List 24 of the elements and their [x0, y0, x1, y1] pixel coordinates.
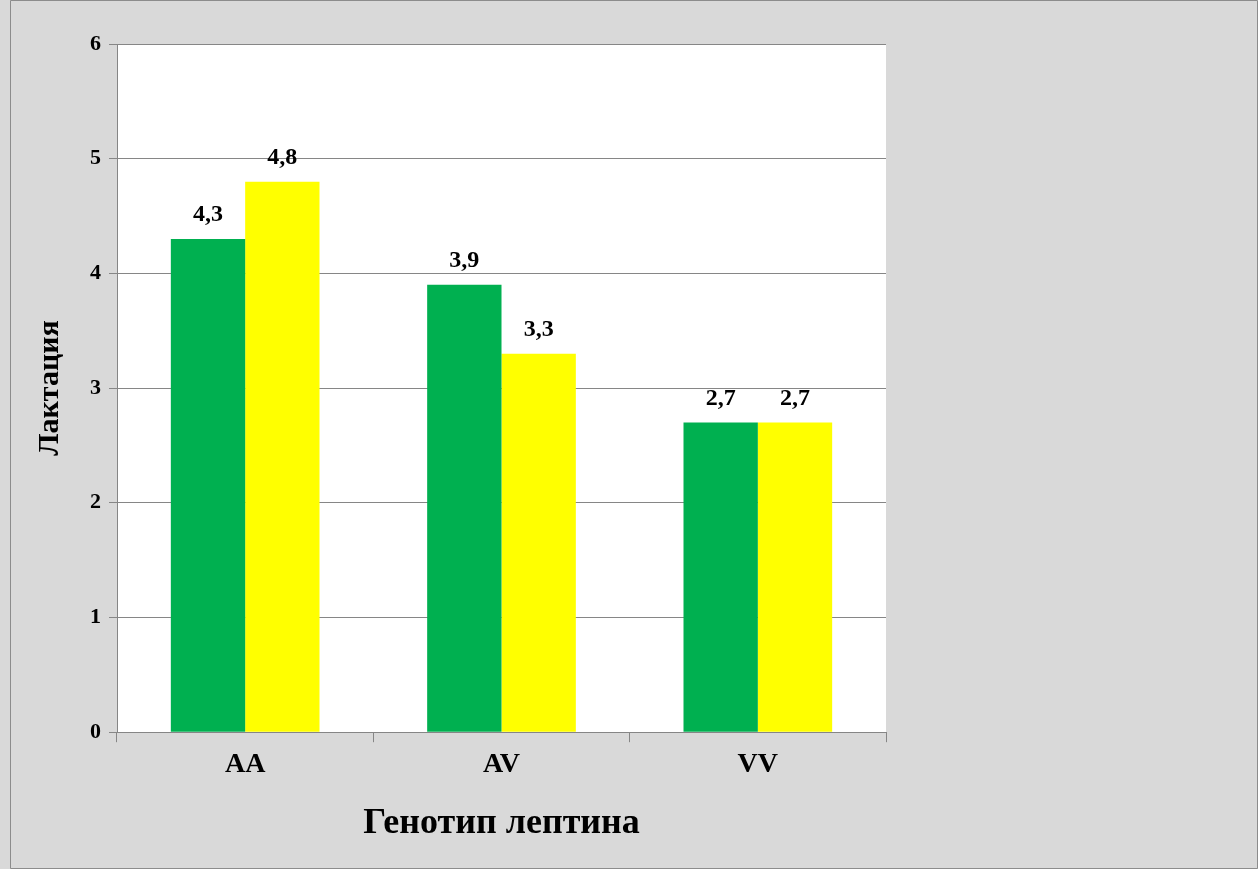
- data-label: 2,7: [705, 383, 736, 410]
- y-tick-label: 6: [90, 29, 101, 55]
- data-label: 3,9: [449, 246, 480, 273]
- x-tick-label: AV: [483, 747, 520, 779]
- x-tick-label: VV: [737, 747, 779, 779]
- y-tick-label: 5: [90, 144, 101, 170]
- x-axis-title: Генотип лептина: [363, 800, 640, 841]
- bar: [170, 238, 246, 732]
- y-tick-label: 2: [90, 488, 101, 514]
- y-tick-label: 1: [90, 603, 101, 629]
- data-label: 3,3: [523, 314, 554, 341]
- data-label: 4,3: [193, 200, 223, 227]
- y-tick-label: 4: [90, 259, 101, 285]
- bar: [427, 284, 502, 732]
- data-label: 2,7: [780, 383, 810, 410]
- bar: [245, 181, 320, 732]
- x-tick-label: AA: [224, 747, 267, 779]
- data-label: 4,8: [267, 142, 298, 169]
- y-tick-label: 3: [90, 373, 101, 399]
- y-tick-label: 0: [90, 717, 101, 743]
- bar: [683, 422, 758, 732]
- bar: [757, 422, 833, 732]
- y-axis-title: Лактация: [30, 320, 64, 456]
- bar: [501, 353, 576, 732]
